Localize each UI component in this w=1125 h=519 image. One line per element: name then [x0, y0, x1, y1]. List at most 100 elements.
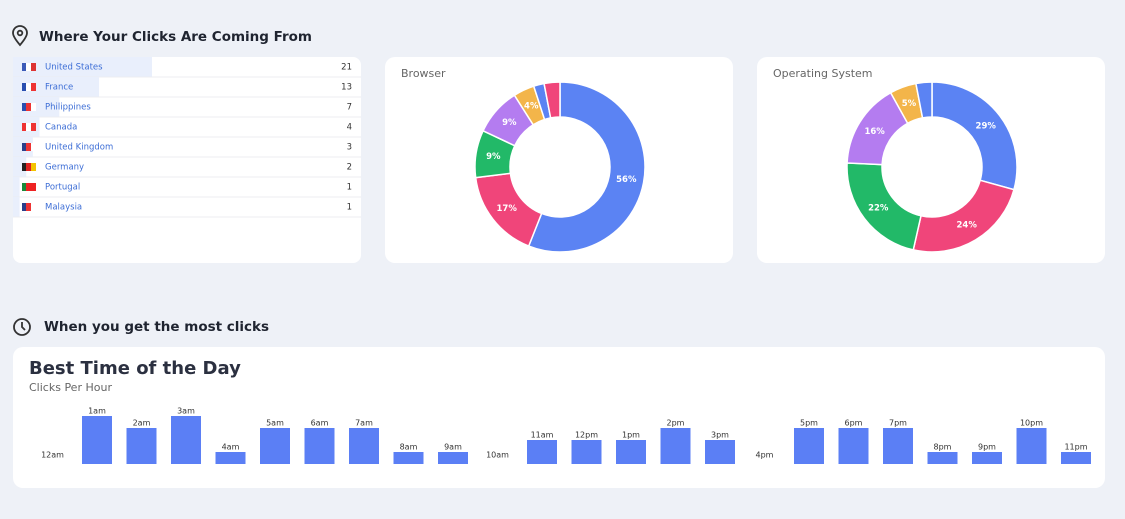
- country-count: 2: [347, 163, 352, 173]
- bar: [438, 452, 468, 464]
- slice-label: 9%: [486, 152, 501, 162]
- card: [757, 57, 1105, 263]
- bar-label: 8pm: [934, 443, 952, 452]
- country-name: United Kingdom: [45, 143, 113, 153]
- country-count: 13: [341, 83, 352, 93]
- country-name: United States: [45, 63, 103, 73]
- flag: [26, 123, 31, 131]
- flag: [31, 83, 36, 91]
- count-bar: [13, 57, 152, 77]
- bar-label: 9pm: [978, 443, 996, 452]
- country-name: Philippines: [45, 103, 91, 113]
- country-count: 1: [347, 183, 352, 193]
- card: [385, 57, 733, 263]
- section-heading: Where Your Clicks Are Coming From: [39, 29, 312, 45]
- flag: [31, 123, 36, 131]
- bar: [1061, 452, 1091, 464]
- slice-label: 56%: [616, 175, 637, 185]
- charts: 56% 17% 9% 9% 4% 29% 24% 22% 16% 5% 12am 1am 2am 3am 4…: [41, 81, 1091, 464]
- bar: [660, 428, 691, 464]
- bar-label: 2pm: [667, 419, 685, 428]
- bar: [838, 428, 869, 464]
- section-heading: When you get the most clicks: [44, 319, 269, 335]
- flag: [26, 63, 31, 71]
- bar-label: 7am: [355, 419, 373, 428]
- country-name: France: [45, 83, 73, 93]
- count-bar: [13, 177, 20, 197]
- count-bar: [13, 77, 100, 97]
- bar: [215, 452, 246, 464]
- bar-label: 4am: [222, 443, 240, 452]
- pie-slice: [931, 81, 1018, 191]
- bar-label: 4pm: [756, 451, 774, 460]
- flag: [31, 63, 36, 71]
- flag: [31, 203, 36, 211]
- flag: [26, 163, 31, 171]
- bar-label: 12am: [41, 451, 64, 460]
- bar: [527, 440, 557, 464]
- slice-label: 16%: [864, 127, 885, 137]
- bar-label: 5pm: [800, 419, 818, 428]
- pie-slice: [915, 81, 933, 119]
- country-count: 21: [341, 63, 352, 73]
- chart-title: Best Time of the Day: [29, 358, 241, 379]
- bar: [126, 428, 157, 464]
- flag: [26, 103, 31, 111]
- slice-label: 17%: [496, 204, 517, 214]
- bar: [883, 428, 913, 464]
- count-bar: [13, 97, 60, 117]
- bar-label: 1am: [88, 407, 106, 416]
- bar-label: 10pm: [1020, 419, 1043, 428]
- bar-label: 2am: [133, 419, 151, 428]
- country-name: Canada: [45, 123, 77, 133]
- pie-slice: [543, 81, 561, 119]
- bar: [171, 416, 201, 464]
- flag: [22, 63, 26, 71]
- bar-label: 6am: [311, 419, 329, 428]
- bar-label: 5am: [266, 419, 284, 428]
- slice-label: 5%: [902, 99, 917, 109]
- bar-label: 3am: [177, 407, 195, 416]
- card: [13, 57, 361, 263]
- chart-subtitle: Clicks Per Hour: [29, 381, 112, 394]
- country-name: Malaysia: [45, 203, 82, 213]
- bar: [393, 452, 424, 464]
- flag: [31, 163, 36, 171]
- bar-label: 6pm: [845, 419, 863, 428]
- flag: [22, 143, 26, 151]
- flag: [22, 83, 26, 91]
- slice-label: 22%: [868, 203, 889, 213]
- slice-label: 29%: [976, 122, 997, 132]
- country-count: 3: [347, 143, 352, 153]
- count-bar: [13, 197, 20, 217]
- count-bar: [13, 157, 27, 177]
- slice-label: 4%: [524, 101, 539, 111]
- bar: [1016, 428, 1047, 464]
- bar-label: 11am: [531, 431, 554, 440]
- flag: [31, 143, 36, 151]
- country-name: Portugal: [45, 183, 80, 193]
- flag: [22, 203, 26, 211]
- bar-label: 10am: [486, 451, 509, 460]
- chart-title: Browser: [401, 67, 446, 80]
- slice-label: 24%: [956, 220, 977, 230]
- bar-label: 7pm: [889, 419, 907, 428]
- country-count: 1: [347, 203, 352, 213]
- flag: [22, 103, 26, 111]
- country-count: 4: [347, 123, 352, 133]
- flag: [22, 183, 26, 191]
- bar: [927, 452, 958, 464]
- bar: [304, 428, 335, 464]
- country-name: Germany: [45, 163, 84, 173]
- flag: [22, 163, 26, 171]
- bar-label: 3pm: [711, 431, 729, 440]
- bar-label: 12pm: [575, 431, 598, 440]
- bar: [794, 428, 824, 464]
- bar-label: 9am: [444, 443, 462, 452]
- flag: [22, 123, 26, 131]
- bar-label: 1pm: [622, 431, 640, 440]
- country-count: 7: [347, 103, 352, 113]
- bar: [705, 440, 735, 464]
- flag: [26, 203, 31, 211]
